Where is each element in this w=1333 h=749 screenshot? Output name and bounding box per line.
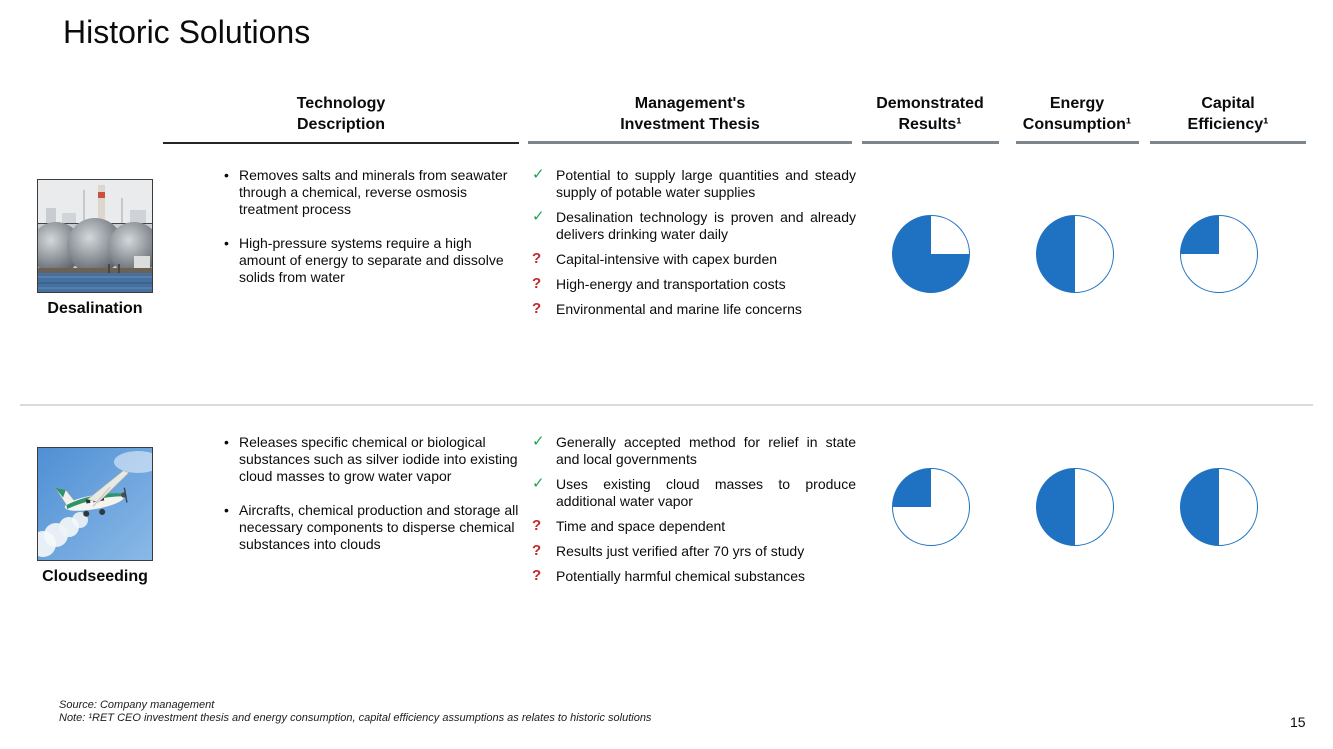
footer-source: Source: Company management bbox=[59, 699, 215, 711]
description-bullet: Removes salts and minerals from seawater… bbox=[222, 167, 522, 218]
description-bullet: High-pressure systems require a high amo… bbox=[222, 235, 522, 286]
harvey-ball-capital-efficiency bbox=[1180, 215, 1258, 293]
harvey-ball-energy-consumption bbox=[1036, 215, 1114, 293]
thesis-text: Generally accepted method for relief in … bbox=[556, 434, 856, 467]
thesis-item: ✓ Generally accepted method for relief i… bbox=[532, 433, 856, 468]
col-header-energy-consumption: Energy Consumption¹ bbox=[1022, 95, 1132, 133]
cloudseeding-description: Releases specific chemical or biological… bbox=[222, 434, 522, 570]
thesis-text: High-energy and transportation costs bbox=[556, 276, 786, 292]
question-icon: ? bbox=[532, 517, 542, 534]
cloudseeding-thesis: ✓ Generally accepted method for relief i… bbox=[532, 433, 856, 593]
thesis-text: Environmental and marine life concerns bbox=[556, 301, 802, 317]
harvey-ball-energy-consumption bbox=[1036, 468, 1114, 546]
check-icon: ✓ bbox=[532, 475, 545, 492]
question-icon: ? bbox=[532, 542, 542, 559]
row-label-cloudseeding: Cloudseeding bbox=[42, 568, 148, 585]
question-icon: ? bbox=[532, 275, 542, 292]
question-icon: ? bbox=[532, 300, 542, 317]
footer-note: Note: ¹RET CEO investment thesis and ene… bbox=[59, 712, 652, 724]
question-icon: ? bbox=[532, 250, 542, 267]
thesis-text: Results just verified after 70 yrs of st… bbox=[556, 543, 805, 559]
thesis-item: ✓ Potential to supply large quantities a… bbox=[532, 166, 856, 201]
header-underline bbox=[528, 141, 852, 144]
header-underline bbox=[862, 141, 999, 144]
desalination-photo bbox=[37, 179, 153, 293]
footer: Source: Company management Note: ¹RET CE… bbox=[59, 699, 651, 725]
thesis-item: ? Environmental and marine life concerns bbox=[532, 300, 856, 318]
thesis-text: Capital-intensive with capex burden bbox=[556, 251, 778, 267]
thesis-item: ? Results just verified after 70 yrs of … bbox=[532, 542, 856, 560]
question-icon: ? bbox=[532, 567, 542, 584]
check-icon: ✓ bbox=[532, 166, 545, 183]
desalination-photo-art bbox=[38, 180, 152, 292]
thesis-item: ? Potentially harmful chemical substance… bbox=[532, 567, 856, 585]
thesis-item: ? Time and space dependent bbox=[532, 517, 856, 535]
row-label-desalination: Desalination bbox=[47, 300, 143, 317]
description-bullet: Aircrafts, chemical production and stora… bbox=[222, 502, 522, 553]
thesis-item: ? High-energy and transportation costs bbox=[532, 275, 856, 293]
col-header-capital-efficiency: Capital Efficiency¹ bbox=[1187, 95, 1269, 133]
row-divider bbox=[20, 404, 1313, 406]
cloudseeding-photo bbox=[37, 447, 153, 561]
check-icon: ✓ bbox=[532, 208, 545, 225]
check-icon: ✓ bbox=[532, 433, 545, 450]
col-header-demonstrated-results: Demonstrated Results¹ bbox=[876, 95, 984, 133]
page-title: Historic Solutions bbox=[63, 14, 311, 50]
cloudseeding-photo-art bbox=[38, 448, 152, 560]
desalination-thesis: ✓ Potential to supply large quantities a… bbox=[532, 166, 856, 326]
thesis-item: ✓ Desalination technology is proven and … bbox=[532, 208, 856, 243]
harvey-ball-demonstrated-results bbox=[892, 215, 970, 293]
thesis-text: Time and space dependent bbox=[556, 518, 726, 534]
page-number: 15 bbox=[1290, 714, 1306, 730]
header-underline bbox=[163, 142, 519, 144]
desalination-description: Removes salts and minerals from seawater… bbox=[222, 167, 522, 303]
thesis-text: Desalination technology is proven and al… bbox=[556, 209, 856, 242]
thesis-text: Uses existing cloud masses to produce ad… bbox=[556, 476, 856, 509]
description-bullet: Releases specific chemical or biological… bbox=[222, 434, 522, 485]
harvey-ball-capital-efficiency bbox=[1180, 468, 1258, 546]
col-header-investment-thesis: Management's Investment Thesis bbox=[620, 95, 760, 133]
header-underline bbox=[1150, 141, 1306, 144]
harvey-ball-demonstrated-results bbox=[892, 468, 970, 546]
thesis-item: ✓ Uses existing cloud masses to produce … bbox=[532, 475, 856, 510]
thesis-text: Potential to supply large quantities and… bbox=[556, 167, 856, 200]
thesis-text: Potentially harmful chemical substances bbox=[556, 568, 806, 584]
thesis-item: ? Capital-intensive with capex burden bbox=[532, 250, 856, 268]
col-header-technology-description: Technology Description bbox=[296, 95, 386, 133]
header-underline bbox=[1016, 141, 1139, 144]
